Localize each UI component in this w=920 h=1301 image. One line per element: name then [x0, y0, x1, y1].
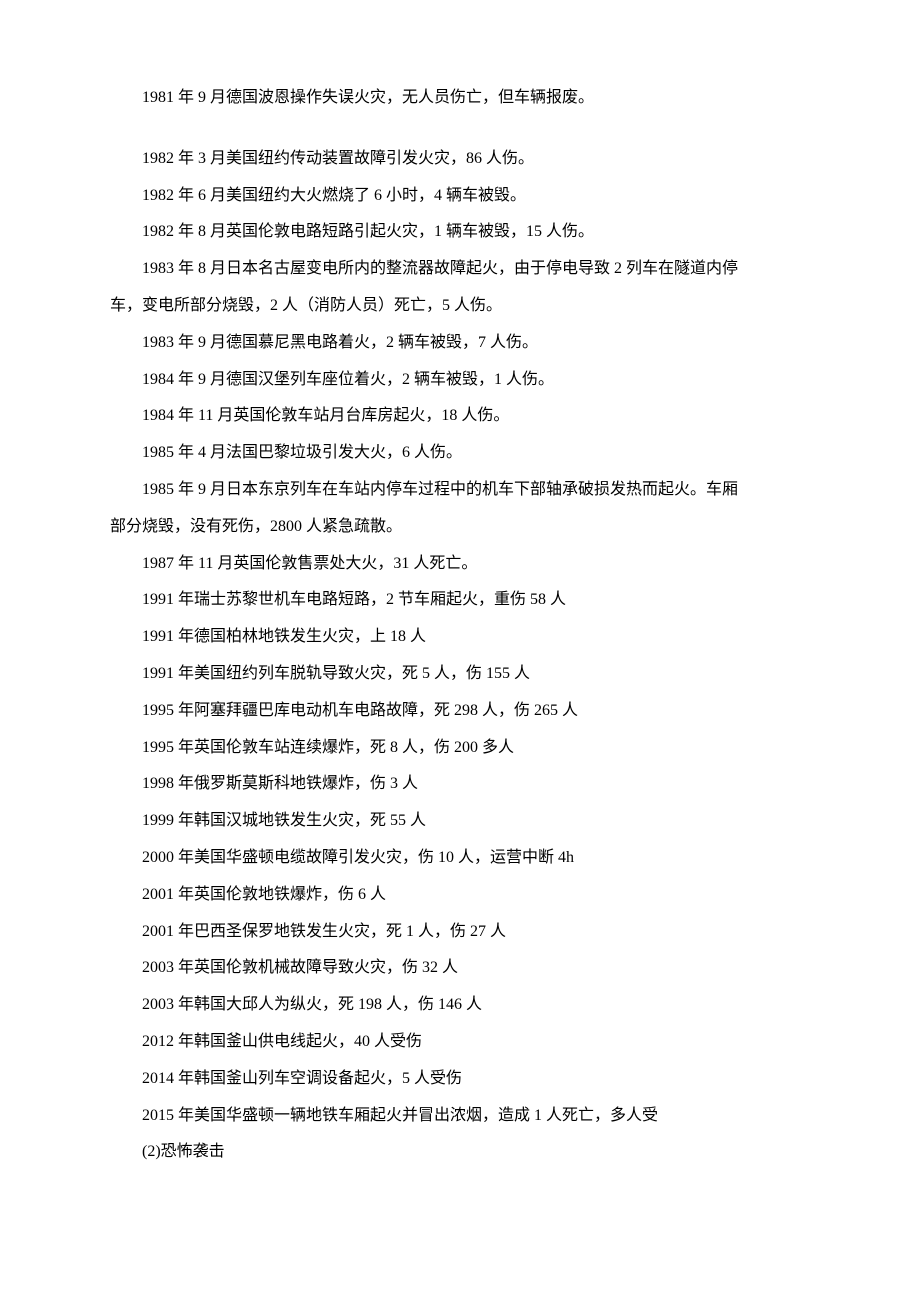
text-line-continuation: 部分烧毁，没有死伤，2800 人紧急疏散。 — [110, 509, 810, 546]
text-line: 2000 年美国华盛顿电缆故障引发火灾，伤 10 人，运营中断 4h — [110, 840, 810, 877]
text-line: 1998 年俄罗斯莫斯科地铁爆炸，伤 3 人 — [110, 766, 810, 803]
text-line: 1982 年 3 月美国纽约传动装置故障引发火灾，86 人伤。 — [110, 141, 810, 178]
text-line: 2001 年英国伦敦地铁爆炸，伤 6 人 — [110, 877, 810, 914]
text-line: 2001 年巴西圣保罗地铁发生火灾，死 1 人，伤 27 人 — [110, 914, 810, 951]
text-line: 1991 年美国纽约列车脱轨导致火灾，死 5 人，伤 155 人 — [110, 656, 810, 693]
text-line: 1991 年瑞士苏黎世机车电路短路，2 节车厢起火，重伤 58 人 — [110, 582, 810, 619]
text-line: 2003 年韩国大邱人为纵火，死 198 人，伤 146 人 — [110, 987, 810, 1024]
blank-gap — [110, 117, 810, 141]
text-line-continuation: 车，变电所部分烧毁，2 人（消防人员）死亡，5 人伤。 — [110, 288, 810, 325]
text-line: 1985 年 9 月日本东京列车在车站内停车过程中的机车下部轴承破损发热而起火。… — [110, 472, 810, 509]
text-line: 1982 年 6 月美国纽约大火燃烧了 6 小时，4 辆车被毁。 — [110, 178, 810, 215]
text-line: 2015 年美国华盛顿一辆地铁车厢起火并冒出浓烟，造成 1 人死亡，多人受 — [110, 1098, 810, 1135]
text-line: 1999 年韩国汉城地铁发生火灾，死 55 人 — [110, 803, 810, 840]
text-line: 1983 年 9 月德国慕尼黑电路着火，2 辆车被毁，7 人伤。 — [110, 325, 810, 362]
text-line: 1995 年阿塞拜疆巴库电动机车电路故障，死 298 人，伤 265 人 — [110, 693, 810, 730]
text-line: 1982 年 8 月英国伦敦电路短路引起火灾，1 辆车被毁，15 人伤。 — [110, 214, 810, 251]
text-line: 1984 年 11 月英国伦敦车站月台库房起火，18 人伤。 — [110, 398, 810, 435]
text-line: 1984 年 9 月德国汉堡列车座位着火，2 辆车被毁，1 人伤。 — [110, 362, 810, 399]
text-line: 2012 年韩国釜山供电线起火，40 人受伤 — [110, 1024, 810, 1061]
document-page: 1981 年 9 月德国波恩操作失误火灾，无人员伤亡，但车辆报废。 1982 年… — [0, 0, 920, 1231]
text-line: 2003 年英国伦敦机械故障导致火灾，伤 32 人 — [110, 950, 810, 987]
text-line: 2014 年韩国釜山列车空调设备起火，5 人受伤 — [110, 1061, 810, 1098]
text-line: 1987 年 11 月英国伦敦售票处大火，31 人死亡。 — [110, 546, 810, 583]
text-line: 1981 年 9 月德国波恩操作失误火灾，无人员伤亡，但车辆报废。 — [110, 80, 810, 117]
text-line: 1995 年英国伦敦车站连续爆炸，死 8 人，伤 200 多人 — [110, 730, 810, 767]
text-line: 1983 年 8 月日本名古屋变电所内的整流器故障起火，由于停电导致 2 列车在… — [110, 251, 810, 288]
text-line: 1985 年 4 月法国巴黎垃圾引发大火，6 人伤。 — [110, 435, 810, 472]
text-line: 1991 年德国柏林地铁发生火灾，上 18 人 — [110, 619, 810, 656]
section-heading: (2)恐怖袭击 — [110, 1134, 810, 1171]
